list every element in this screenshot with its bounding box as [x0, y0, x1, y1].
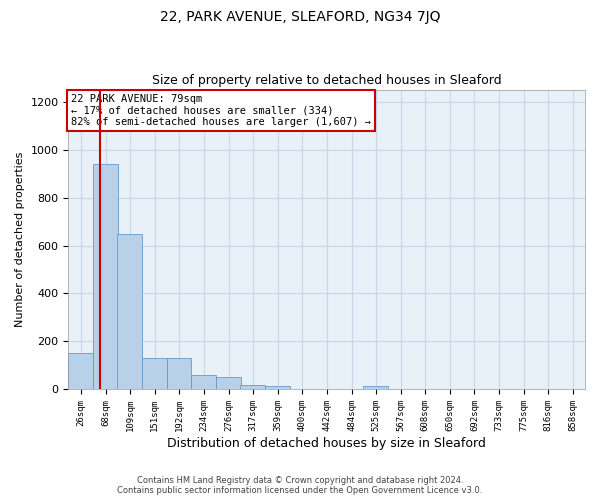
Bar	[241, 384, 265, 390]
Text: Contains HM Land Registry data © Crown copyright and database right 2024.
Contai: Contains HM Land Registry data © Crown c…	[118, 476, 482, 495]
Bar	[364, 386, 388, 390]
Text: 22, PARK AVENUE, SLEAFORD, NG34 7JQ: 22, PARK AVENUE, SLEAFORD, NG34 7JQ	[160, 10, 440, 24]
Bar	[93, 164, 118, 390]
Y-axis label: Number of detached properties: Number of detached properties	[15, 152, 25, 327]
Title: Size of property relative to detached houses in Sleaford: Size of property relative to detached ho…	[152, 74, 502, 87]
Bar	[265, 386, 290, 390]
Bar	[142, 358, 167, 390]
X-axis label: Distribution of detached houses by size in Sleaford: Distribution of detached houses by size …	[167, 437, 486, 450]
Bar	[68, 354, 93, 390]
Bar	[167, 358, 191, 390]
Text: 22 PARK AVENUE: 79sqm
← 17% of detached houses are smaller (334)
82% of semi-det: 22 PARK AVENUE: 79sqm ← 17% of detached …	[71, 94, 371, 128]
Bar	[191, 375, 216, 390]
Bar	[118, 234, 142, 390]
Bar	[216, 378, 241, 390]
